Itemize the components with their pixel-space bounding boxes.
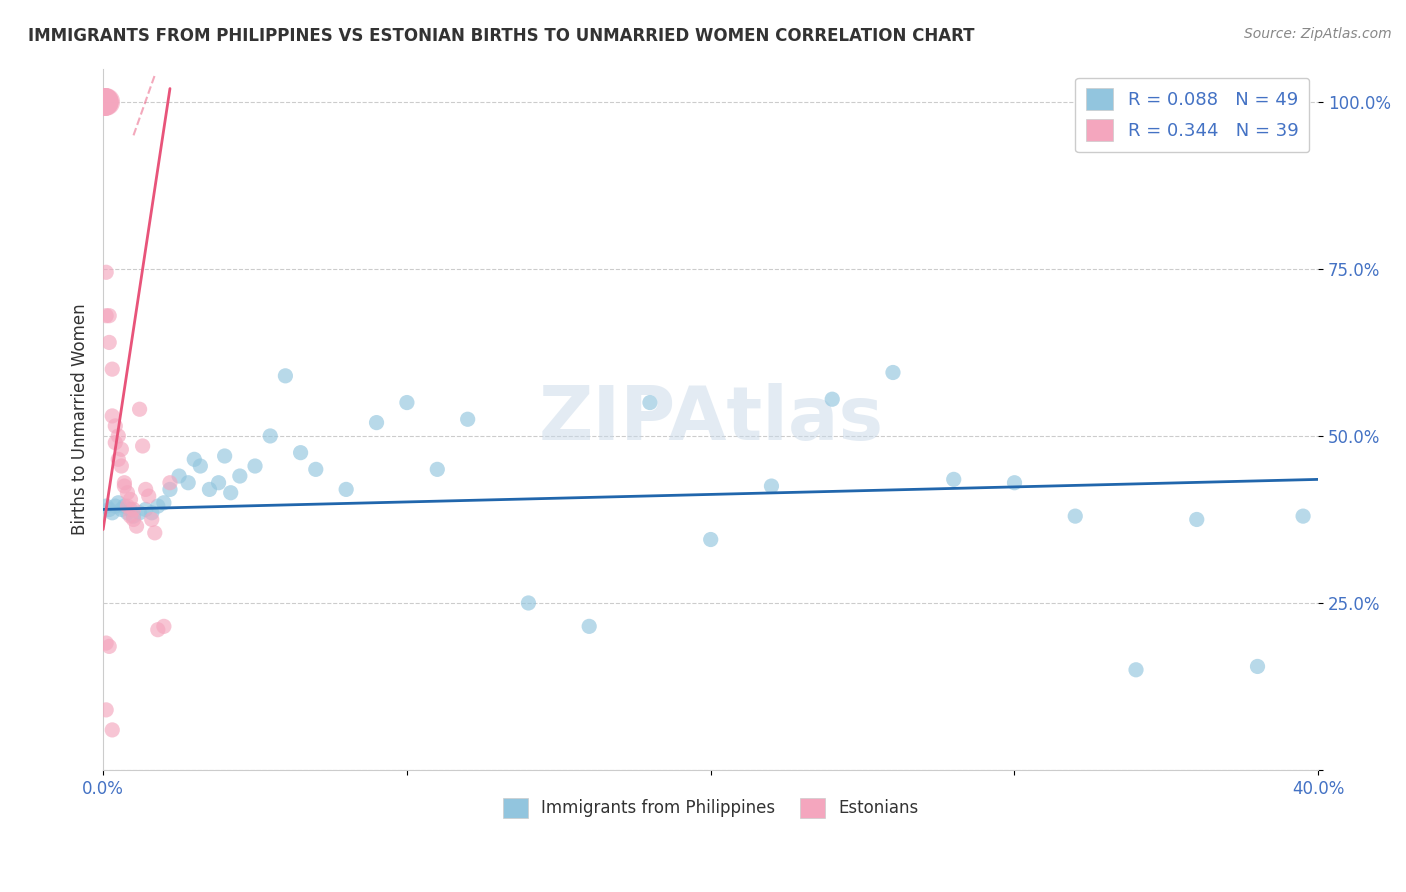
Point	[96, 309, 118, 323]
Point	[243, 458, 266, 473]
Point	[110, 502, 132, 516]
Point	[141, 512, 163, 526]
Point	[101, 362, 124, 376]
Point	[107, 496, 129, 510]
Point	[159, 475, 181, 490]
Point	[138, 489, 160, 503]
Point	[259, 429, 281, 443]
Text: Source: ZipAtlas.com: Source: ZipAtlas.com	[1244, 27, 1392, 41]
Point	[638, 395, 661, 409]
Point	[274, 368, 297, 383]
Point	[290, 445, 312, 459]
Point	[112, 479, 135, 493]
Point	[821, 392, 844, 407]
Point	[942, 472, 965, 486]
Point	[183, 452, 205, 467]
Point	[761, 479, 783, 493]
Point	[135, 483, 157, 497]
Point	[146, 499, 169, 513]
Point	[117, 499, 139, 513]
Point	[128, 402, 150, 417]
Point	[305, 462, 328, 476]
Point	[1185, 512, 1208, 526]
Point	[104, 419, 127, 434]
Point	[107, 452, 129, 467]
Point	[1004, 475, 1026, 490]
Point	[146, 623, 169, 637]
Point	[699, 533, 721, 547]
Point	[167, 469, 190, 483]
Legend: Immigrants from Philippines, Estonians: Immigrants from Philippines, Estonians	[496, 791, 925, 825]
Point	[96, 95, 118, 109]
Point	[107, 429, 129, 443]
Y-axis label: Births to Unmarried Women: Births to Unmarried Women	[72, 303, 89, 535]
Point	[120, 492, 142, 507]
Point	[1125, 663, 1147, 677]
Point	[153, 619, 176, 633]
Point	[98, 309, 121, 323]
Point	[112, 499, 135, 513]
Point	[120, 509, 142, 524]
Point	[229, 469, 252, 483]
Point	[93, 95, 115, 109]
Point	[214, 449, 236, 463]
Point	[188, 458, 211, 473]
Point	[198, 483, 221, 497]
Point	[153, 496, 176, 510]
Point	[219, 485, 242, 500]
Point	[135, 502, 157, 516]
Text: IMMIGRANTS FROM PHILIPPINES VS ESTONIAN BIRTHS TO UNMARRIED WOMEN CORRELATION CH: IMMIGRANTS FROM PHILIPPINES VS ESTONIAN …	[28, 27, 974, 45]
Point	[159, 483, 181, 497]
Point	[120, 502, 142, 516]
Point	[110, 442, 132, 457]
Point	[117, 506, 139, 520]
Point	[1292, 509, 1315, 524]
Point	[96, 703, 118, 717]
Point	[141, 506, 163, 520]
Point	[177, 475, 200, 490]
Point	[98, 640, 121, 654]
Point	[101, 723, 124, 737]
Point	[1246, 659, 1268, 673]
Point	[207, 475, 229, 490]
Point	[96, 499, 118, 513]
Point	[143, 525, 166, 540]
Point	[110, 458, 132, 473]
Point	[122, 512, 145, 526]
Point	[122, 509, 145, 524]
Point	[104, 499, 127, 513]
Point	[96, 265, 118, 279]
Point	[131, 439, 153, 453]
Point	[122, 502, 145, 516]
Point	[98, 502, 121, 516]
Point	[1064, 509, 1087, 524]
Point	[117, 485, 139, 500]
Point	[101, 409, 124, 423]
Point	[882, 366, 904, 380]
Point	[457, 412, 479, 426]
Point	[128, 506, 150, 520]
Text: ZIPAtlas: ZIPAtlas	[538, 383, 883, 456]
Point	[93, 95, 115, 109]
Point	[125, 519, 148, 533]
Point	[93, 95, 115, 109]
Point	[366, 416, 388, 430]
Point	[112, 475, 135, 490]
Point	[578, 619, 600, 633]
Point	[101, 506, 124, 520]
Point	[104, 435, 127, 450]
Point	[335, 483, 357, 497]
Point	[517, 596, 540, 610]
Point	[395, 395, 418, 409]
Point	[98, 335, 121, 350]
Point	[96, 636, 118, 650]
Point	[426, 462, 449, 476]
Point	[93, 95, 115, 109]
